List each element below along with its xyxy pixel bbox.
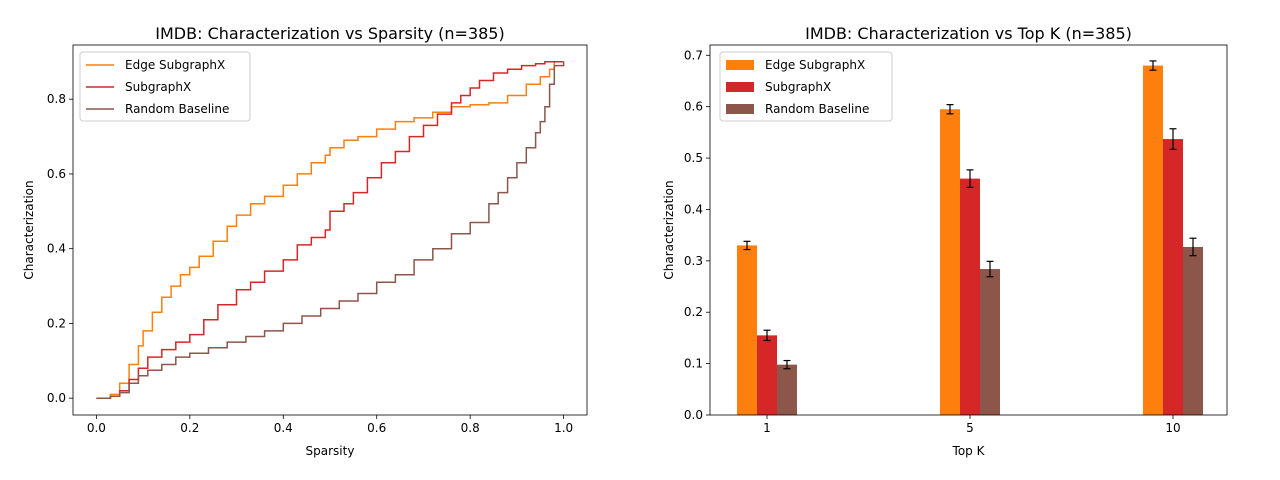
y-tick-label: 0.4 [47,242,66,256]
x-tick-label: 0.0 [87,421,106,435]
y-tick-label: 0.1 [684,357,703,371]
x-tick-label: 0.8 [461,421,480,435]
bar-edge-subgraphx-k1 [737,245,757,415]
y-tick-label: 0.4 [684,202,703,216]
y-tick-label: 0.2 [684,305,703,319]
bar-edge-subgraphx-k5 [940,109,960,415]
legend-patch-swatch [726,104,754,114]
y-tick-label: 0.0 [684,408,703,422]
x-axis-label: Sparsity [306,444,355,458]
x-tick-label: 0.4 [274,421,293,435]
legend-label: Edge SubgraphX [125,58,225,72]
legend-label: Random Baseline [765,102,869,116]
legend: Edge SubgraphX SubgraphX Random Baseline [79,51,251,122]
legend-box [79,51,251,122]
y-tick-label: 0.6 [684,100,703,114]
x-tick-label: 1 [763,421,771,435]
plot-frame [709,44,1228,416]
y-tick-label: 0.7 [684,48,703,62]
x-tick-label: 0.2 [180,421,199,435]
legend-label: SubgraphX [765,80,831,94]
legend-label: Random Baseline [125,102,229,116]
chart-title: IMDB: Characterization vs Sparsity (n=38… [155,24,504,43]
legend-label: SubgraphX [125,80,191,94]
legend-label: Edge SubgraphX [765,58,865,72]
chart-title: IMDB: Characterization vs Top K (n=385) [805,24,1132,43]
x-tick-label: 5 [966,421,974,435]
bar-random-baseline-k10 [1183,246,1203,415]
bar-subgraphx-k10 [1163,139,1183,415]
x-tick-label: 1.0 [554,421,573,435]
legend: Edge SubgraphX SubgraphX Random Baseline [719,51,893,122]
series-line-random-baseline [96,61,565,399]
y-tick-label: 0.2 [47,316,66,330]
y-tick-label: 0.8 [47,92,66,106]
sparsity-chart: 0.0 0.2 0.4 0.6 0.8 1.0 0.0 0.2 0.4 0.6 0.8 IMDB: C… [22,24,588,458]
bar-edge-subgraphx-k10 [1143,65,1163,416]
x-axis-label: Top K [952,444,986,458]
series-line-edge-subgraphx [96,61,564,399]
bar-random-baseline-k1 [777,364,797,415]
x-tick-label: 10 [1165,421,1180,435]
legend-patch-swatch [726,82,754,92]
y-tick-label: 0.5 [684,151,703,165]
y-tick-label: 0.6 [47,167,66,181]
bar-subgraphx-k1 [757,335,777,415]
legend-box [719,51,893,122]
y-tick-label: 0.3 [684,254,703,268]
y-axis-label: Characterization [662,180,676,279]
y-tick-label: 0.0 [47,391,66,405]
y-axis-label: Characterization [22,180,36,279]
legend-patch-swatch [726,60,754,70]
plot-frame [72,44,588,416]
x-tick-label: 0.6 [367,421,386,435]
bar-subgraphx-k5 [960,178,980,415]
bar-random-baseline-k5 [980,269,1000,415]
topk-chart: 1 5 10 0.0 0.1 0.2 0.3 0.4 0.5 0.6 0.7 IMDB: Charac… [662,24,1228,458]
series-line-subgraphx [96,61,564,399]
